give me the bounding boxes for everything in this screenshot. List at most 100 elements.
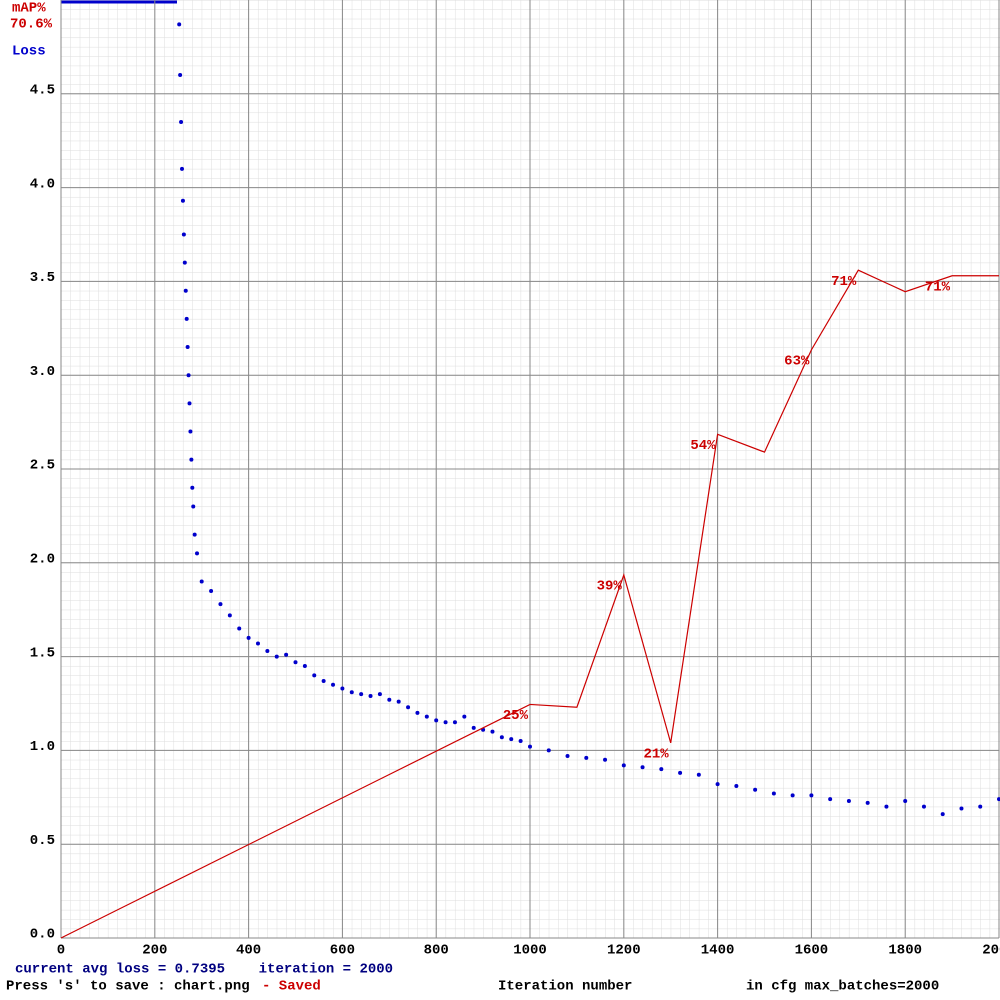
loss-point [387, 697, 392, 702]
loss-point [406, 705, 411, 710]
y-tick-label: 4.0 [30, 176, 55, 192]
y-tick-label: 0.5 [30, 833, 55, 849]
loss-point [255, 641, 260, 646]
loss-point [884, 804, 889, 809]
loss-point [424, 714, 429, 719]
y-tick-label: 2.0 [30, 552, 55, 568]
loss-point [199, 579, 204, 584]
loss-point [218, 602, 223, 607]
loss-point [191, 504, 196, 509]
loss-point [509, 737, 514, 742]
loss-point [490, 729, 495, 734]
loss-point [734, 784, 739, 789]
loss-point [182, 260, 187, 265]
loss-point [978, 804, 983, 809]
y-tick-label: 4.5 [30, 83, 55, 99]
x-tick-label: 1200 [607, 943, 641, 959]
loss-point [209, 588, 214, 593]
loss-point [452, 720, 457, 725]
loss-point [187, 401, 192, 406]
x-tick-label: 1400 [701, 943, 735, 959]
loss-point [771, 791, 776, 796]
loss-point [340, 686, 345, 691]
x-tick-label: 1600 [795, 943, 829, 959]
loss-point [190, 485, 195, 490]
loss-point [331, 682, 336, 687]
status: current avg loss = 0.7395 iteration = 20… [15, 962, 393, 978]
current-map: 70.6% [10, 17, 53, 33]
loss-point [180, 198, 185, 203]
x-tick-label: 1000 [513, 943, 547, 959]
loss-point [518, 739, 523, 744]
loss-point [188, 429, 193, 434]
loss-point [293, 660, 298, 665]
loss-point [302, 663, 307, 668]
loss-point [349, 690, 354, 695]
loss-point [368, 693, 373, 698]
loss-point [471, 725, 476, 730]
map-label: 39% [597, 579, 623, 595]
loss-point [828, 797, 833, 802]
loss-point [179, 119, 184, 124]
loss-point [192, 532, 197, 537]
loss-point [565, 754, 570, 759]
loss-point [180, 166, 185, 171]
loss-point [640, 765, 645, 770]
loss-point [377, 692, 382, 697]
loss-point [696, 772, 701, 777]
loss-point [321, 678, 326, 683]
map-label: 54% [690, 438, 716, 454]
loss-point [265, 648, 270, 653]
y-tick-label: 0.0 [30, 927, 55, 943]
x-tick-label: 1800 [888, 943, 922, 959]
saved-label: - Saved [262, 979, 321, 995]
loss-point [846, 799, 851, 804]
loss-point [959, 806, 964, 811]
loss-point [415, 710, 420, 715]
y-tick-label: 2.5 [30, 458, 55, 474]
map-label: 25% [503, 708, 529, 724]
x-tick-label: 0 [57, 943, 65, 959]
loss-point [865, 800, 870, 805]
x-tick-label: 400 [236, 943, 261, 959]
loss-point [528, 744, 532, 749]
map-label: 71% [831, 274, 857, 290]
loss-point [184, 316, 189, 321]
map-line [60, 269, 999, 939]
loss-point [284, 652, 289, 657]
loss-point [546, 748, 551, 753]
y-tick-label: 3.5 [30, 270, 55, 286]
loss-point [603, 757, 608, 762]
cfg-label: in cfg max_batches=2000 [746, 979, 939, 995]
x-tick-label: 2000 [982, 943, 1000, 959]
loss-point [183, 288, 188, 293]
map-label: 21% [643, 747, 669, 763]
loss-point [499, 735, 504, 740]
loss-point [659, 767, 664, 772]
x-tick-label: 200 [142, 943, 167, 959]
loss-point [178, 73, 183, 78]
loss-point [274, 654, 279, 659]
map-label: 71% [925, 279, 951, 295]
loss-point [189, 457, 194, 462]
loss-point [434, 718, 439, 723]
y-tick-label: 3.0 [30, 364, 55, 380]
save-hint: Press 's' to save : chart.png [6, 979, 250, 995]
loss-point [940, 812, 945, 817]
loss-point [678, 770, 683, 775]
loss-point [195, 551, 200, 556]
y-tick-label: 1.0 [30, 739, 55, 755]
loss-point [227, 613, 232, 618]
loss-point [177, 22, 182, 27]
x-axis-title: Iteration number [498, 979, 632, 995]
loss-point [443, 720, 448, 725]
loss-point [396, 699, 401, 704]
loss-point [903, 799, 908, 804]
legend-loss: Loss [12, 44, 46, 60]
loss-point [753, 787, 758, 792]
loss-point [997, 797, 1000, 802]
loss-point [181, 232, 186, 237]
loss-point [790, 793, 795, 798]
loss-point [715, 782, 720, 787]
